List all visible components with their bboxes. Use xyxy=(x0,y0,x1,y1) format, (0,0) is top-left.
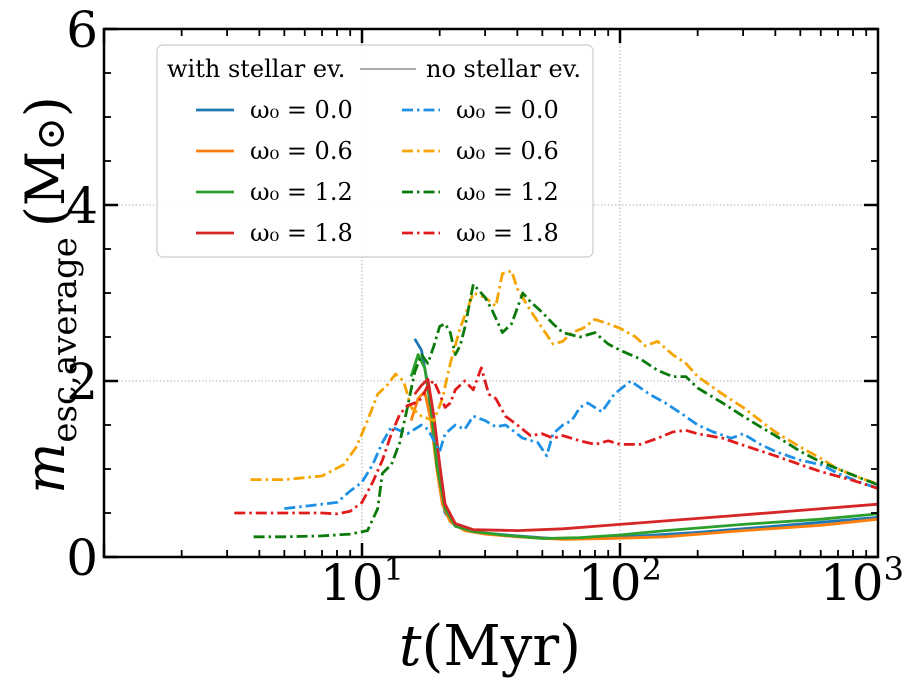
y-tick-labels: 0 2 4 6 xyxy=(66,1,98,587)
y-tick-label: 2 xyxy=(66,353,98,411)
legend-label-7: ω₀ = 1.8 xyxy=(456,219,559,247)
legend-label-3: ω₀ = 1.8 xyxy=(250,219,353,247)
legend-label-2: ω₀ = 1.2 xyxy=(250,178,353,206)
series-line-6 xyxy=(253,282,879,539)
x-tick-label: 103 xyxy=(820,550,904,612)
y-tick-label: 6 xyxy=(66,1,98,59)
x-tick-label: 101 xyxy=(320,550,404,612)
y-tick-label: 4 xyxy=(66,177,98,235)
legend-label-0: ω₀ = 0.0 xyxy=(250,96,353,124)
x-tick-labels: 101 102 103 xyxy=(320,550,904,612)
x-axis-label: t(Myr) xyxy=(399,614,581,679)
legend-title-no-stellar-ev: no stellar ev. xyxy=(426,55,581,83)
series-line-4 xyxy=(284,379,879,510)
series-layer xyxy=(234,269,879,541)
legend-box xyxy=(156,44,594,258)
legend-label-5: ω₀ = 0.6 xyxy=(456,137,559,165)
legend: with stellar ev. no stellar ev. ω₀ = 0.0… xyxy=(156,44,594,258)
legend-label-1: ω₀ = 0.6 xyxy=(250,137,353,165)
legend-label-4: ω₀ = 0.0 xyxy=(456,96,559,124)
x-tick-label: 102 xyxy=(578,550,662,612)
series-line-1 xyxy=(409,390,879,541)
y-tick-label: 0 xyxy=(66,529,98,587)
y-axis-label: mesc,average(M⊙) xyxy=(14,96,85,494)
legend-label-6: ω₀ = 1.2 xyxy=(456,178,559,206)
legend-entries: ω₀ = 0.0 ω₀ = 0.6 ω₀ = 1.2 ω₀ = 1.8 ω₀ = 0.0… xyxy=(196,96,559,247)
series-line-5 xyxy=(250,269,879,486)
legend-title-with-stellar-ev: with stellar ev. xyxy=(167,55,345,83)
plot-frame xyxy=(102,27,880,559)
series-line-7 xyxy=(234,366,879,516)
series-line-3 xyxy=(413,377,879,532)
